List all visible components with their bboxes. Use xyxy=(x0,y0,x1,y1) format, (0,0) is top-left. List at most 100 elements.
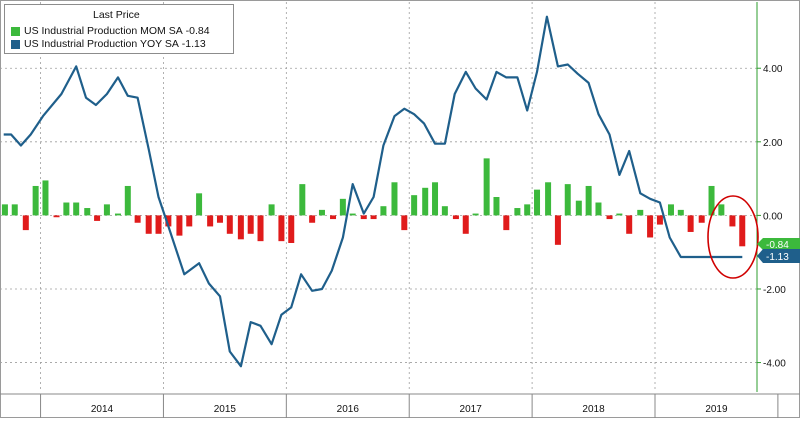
mom-bar xyxy=(585,185,592,216)
mom-bar xyxy=(462,215,469,234)
mom-bar xyxy=(503,215,510,231)
x-year-label: 2019 xyxy=(705,404,728,415)
legend-swatch-mom xyxy=(11,26,20,36)
mom-bar xyxy=(53,215,60,218)
x-year-dividers xyxy=(40,394,779,418)
mom-bar xyxy=(288,215,295,243)
mom-bar xyxy=(124,185,131,216)
mom-bar xyxy=(472,213,479,216)
mom-bar xyxy=(637,209,644,216)
badge-yoy-shape xyxy=(757,249,800,263)
mom-bar xyxy=(595,202,602,216)
mom-bars xyxy=(1,158,746,247)
mom-bar xyxy=(677,209,684,216)
mom-bar xyxy=(483,158,490,216)
mom-bar xyxy=(318,209,325,216)
mom-bar xyxy=(718,204,725,216)
mom-bar xyxy=(42,180,49,216)
y-tick-label: 4.00 xyxy=(763,64,783,75)
mom-bar xyxy=(32,185,39,216)
mom-bar xyxy=(94,215,101,221)
mom-bar xyxy=(432,182,439,216)
mom-bar xyxy=(656,215,663,225)
mom-bar xyxy=(422,187,429,216)
badge-yoy-text: -1.13 xyxy=(766,252,789,263)
legend-swatch-yoy xyxy=(11,39,20,49)
mom-bar xyxy=(606,215,613,220)
mom-bar xyxy=(564,184,571,216)
mom-bar xyxy=(729,215,736,227)
mom-bar xyxy=(411,195,418,216)
mom-bar xyxy=(647,215,654,238)
mom-bar xyxy=(391,182,398,216)
y-tick-label: 0.00 xyxy=(763,211,783,222)
mom-bar xyxy=(708,185,715,216)
badge-mom-shape xyxy=(757,238,800,250)
mom-bar xyxy=(534,189,541,216)
mom-bar xyxy=(114,213,121,216)
mom-bar xyxy=(165,215,172,227)
grid-vertical xyxy=(40,2,656,392)
mom-bar xyxy=(370,215,377,220)
legend-value-yoy: -1.13 xyxy=(181,38,206,50)
y-tick-label: -4.00 xyxy=(763,359,786,370)
mom-bar xyxy=(698,215,705,223)
highlight-circle xyxy=(707,195,759,279)
mom-bar xyxy=(667,204,674,216)
mom-bar xyxy=(299,184,306,216)
mom-bar xyxy=(22,215,29,231)
mom-bar xyxy=(257,215,264,242)
mom-bar xyxy=(134,215,141,223)
legend-label-yoy: US Industrial Production YOY SA xyxy=(24,38,179,50)
mom-bar xyxy=(441,206,448,216)
mom-bar xyxy=(687,215,694,232)
mom-bar xyxy=(268,204,275,216)
mom-bar xyxy=(278,215,285,242)
legend-entry-mom: US Industrial Production MOM SA -0.84 xyxy=(11,25,210,37)
x-year-labels: 2014 2015 2016 2017 2018 2019 xyxy=(91,404,728,415)
mom-bar xyxy=(330,215,337,220)
mom-bar xyxy=(196,193,203,216)
mom-bar xyxy=(73,202,80,216)
mom-bar xyxy=(452,215,459,220)
x-year-label: 2018 xyxy=(582,404,605,415)
mom-bar xyxy=(554,215,561,245)
mom-bar xyxy=(309,215,316,223)
x-year-label: 2014 xyxy=(91,404,114,415)
badge-mom-text: -0.84 xyxy=(766,240,789,251)
mom-bar xyxy=(1,204,8,216)
yoy-line-series xyxy=(3,15,743,368)
x-year-label: 2017 xyxy=(460,404,483,415)
mom-bar xyxy=(216,215,223,223)
mom-bar xyxy=(103,204,110,216)
legend-label-mom: US Industrial Production MOM SA xyxy=(24,25,183,37)
mom-bar xyxy=(514,208,521,216)
mom-bar xyxy=(226,215,233,234)
legend-box: Last Price US Industrial Production MOM … xyxy=(4,4,234,54)
mom-bar xyxy=(339,198,346,216)
mom-bar xyxy=(626,215,633,234)
mom-bar xyxy=(575,200,582,216)
mom-bar xyxy=(84,208,91,216)
y-tick-label: 2.00 xyxy=(763,138,783,149)
mom-bar xyxy=(145,215,152,234)
mom-bar xyxy=(247,215,254,234)
mom-bar xyxy=(186,215,193,227)
y-tick-marks xyxy=(757,67,761,364)
legend-value-mom: -0.84 xyxy=(185,25,210,37)
mom-bar xyxy=(176,215,183,236)
mom-bar xyxy=(207,215,214,227)
mom-bar xyxy=(63,202,70,216)
mom-bar xyxy=(545,182,552,216)
mom-bar xyxy=(237,215,244,240)
mom-bar xyxy=(155,215,162,234)
mom-bar xyxy=(524,204,531,216)
badge-mom: -0.84 xyxy=(757,238,800,251)
x-year-label: 2016 xyxy=(337,404,360,415)
mom-bar xyxy=(616,213,623,216)
y-tick-labels: 4.00 2.00 0.00 -2.00 -4.00 xyxy=(763,64,786,369)
mom-bar xyxy=(739,215,746,247)
